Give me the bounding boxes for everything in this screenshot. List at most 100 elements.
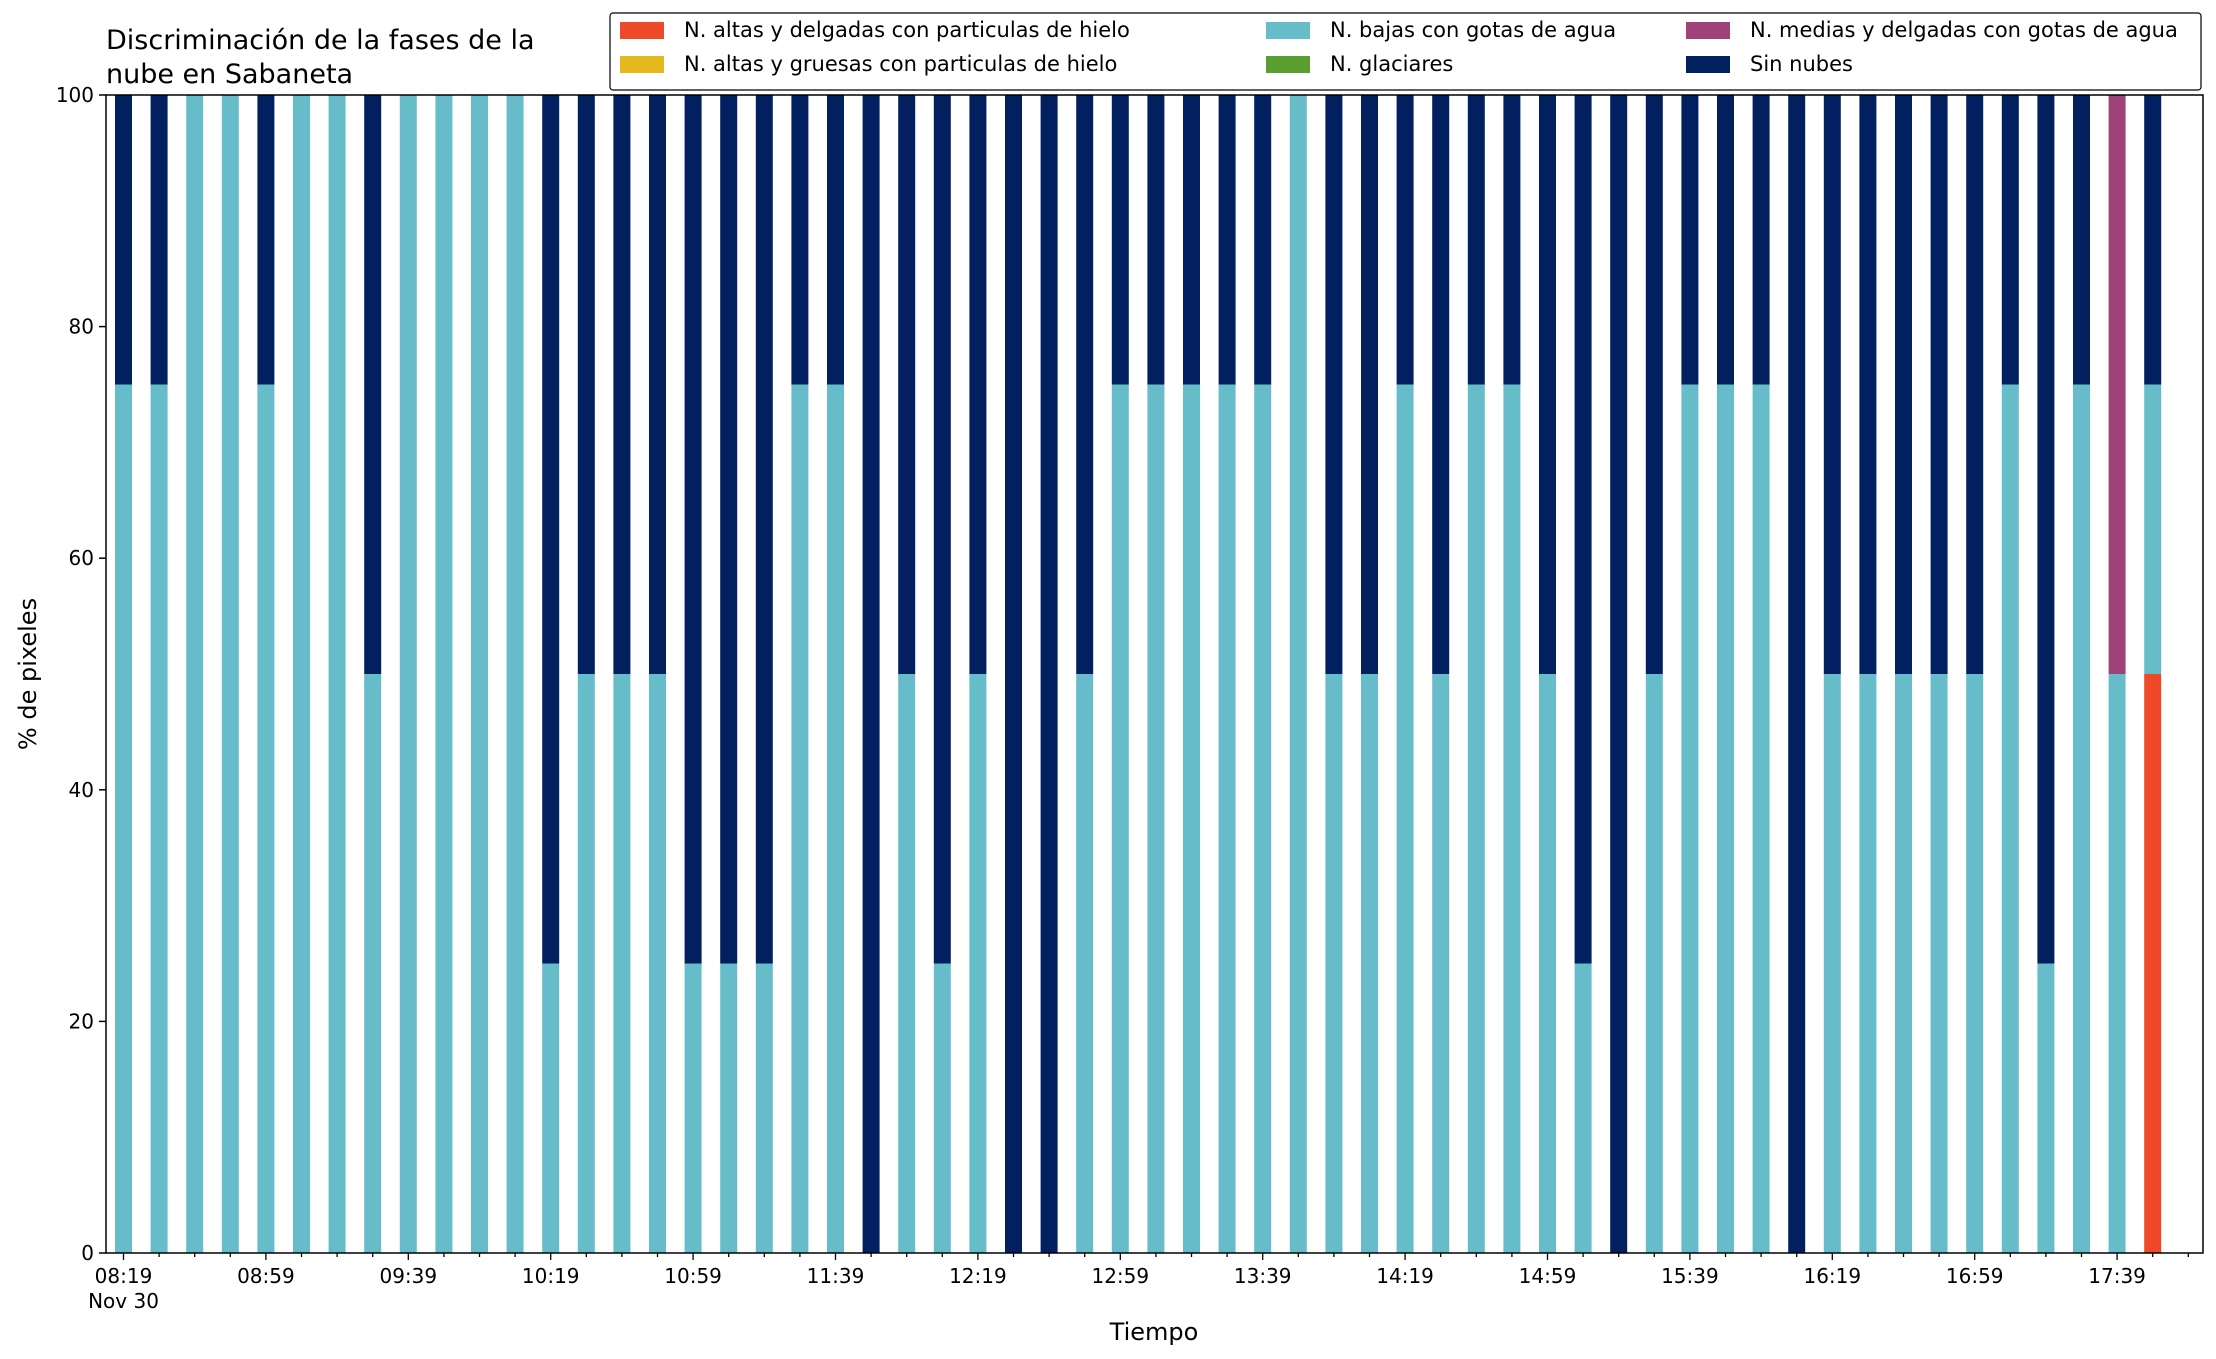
bar-segment bbox=[364, 95, 382, 674]
bar-segment bbox=[898, 95, 916, 674]
legend-swatch bbox=[1266, 22, 1310, 39]
bar-segment bbox=[1218, 384, 1236, 1253]
bar-segment bbox=[2144, 95, 2162, 385]
bar-segment bbox=[1005, 95, 1022, 1253]
bar-segment bbox=[1574, 963, 1592, 1253]
bar-segment bbox=[969, 95, 987, 674]
bar-segment bbox=[577, 95, 595, 674]
bar-segment bbox=[1040, 95, 1058, 1253]
x-tick-label: 16:59 bbox=[1946, 1264, 2004, 1288]
x-tick-label: 08:19 bbox=[95, 1264, 153, 1288]
legend-label: N. altas y gruesas con particulas de hie… bbox=[684, 52, 1117, 76]
bar-segment bbox=[1432, 674, 1450, 1253]
legend-label: N. altas y delgadas con particulas de hi… bbox=[684, 18, 1130, 42]
bar-segment bbox=[1503, 384, 1521, 1253]
bar-segment bbox=[1895, 95, 1912, 674]
x-tick-label: 12:59 bbox=[1091, 1264, 1149, 1288]
bar-segment bbox=[969, 674, 987, 1253]
legend-swatch bbox=[620, 22, 664, 39]
bar-segment bbox=[1325, 95, 1343, 674]
bar-segment bbox=[115, 95, 132, 385]
plot-frame bbox=[105, 94, 2204, 1254]
x-tick-label: 15:39 bbox=[1661, 1264, 1719, 1288]
bar-segment bbox=[2037, 95, 2055, 964]
bars-layer bbox=[115, 95, 2162, 1253]
bar-segment bbox=[827, 95, 844, 385]
bar-segment bbox=[257, 384, 275, 1253]
bar-segment bbox=[1076, 674, 1094, 1253]
x-tick-label: 14:19 bbox=[1376, 1264, 1434, 1288]
bar-segment bbox=[898, 674, 916, 1253]
bar-segment bbox=[649, 674, 666, 1253]
chart-title-line-2: nube en Sabaneta bbox=[106, 59, 353, 90]
bar-segment bbox=[1254, 95, 1272, 385]
x-tick-label: 09:39 bbox=[379, 1264, 437, 1288]
y-tick-label: 0 bbox=[81, 1241, 94, 1265]
bar-segment bbox=[649, 95, 666, 674]
legend-swatch bbox=[1686, 22, 1730, 39]
y-tick-label: 40 bbox=[69, 778, 94, 802]
legend-box bbox=[609, 12, 2202, 91]
bar-segment bbox=[1859, 95, 1877, 674]
bar-segment bbox=[1147, 95, 1165, 385]
bar-segment bbox=[257, 95, 275, 385]
bar-segment bbox=[1076, 95, 1094, 674]
bar-segment bbox=[684, 963, 702, 1253]
bar-segment bbox=[506, 95, 524, 1253]
bar-segment bbox=[1539, 674, 1556, 1253]
legend-label: N. medias y delgadas con gotas de agua bbox=[1750, 18, 2178, 42]
bar-segment bbox=[755, 963, 773, 1253]
bar-segment bbox=[1966, 95, 1984, 674]
bar-segment bbox=[2073, 384, 2090, 1253]
bar-segment bbox=[684, 95, 702, 964]
x-tick-sublabel: Nov 30 bbox=[88, 1289, 159, 1313]
bar-segment bbox=[1183, 95, 1200, 385]
bar-segment bbox=[827, 384, 844, 1253]
bar-segment bbox=[1111, 95, 1129, 385]
y-tick-label: 60 bbox=[69, 546, 94, 570]
bar-segment bbox=[862, 95, 880, 1253]
bar-segment bbox=[1183, 384, 1200, 1253]
bar-segment bbox=[1325, 674, 1343, 1253]
bar-segment bbox=[328, 95, 346, 1253]
x-tick-label: 12:19 bbox=[949, 1264, 1007, 1288]
bar-segment bbox=[186, 95, 204, 1253]
bar-segment bbox=[1432, 95, 1450, 674]
bar-segment bbox=[1645, 95, 1663, 674]
legend-label: N. bajas con gotas de agua bbox=[1330, 18, 1616, 42]
bar-segment bbox=[150, 95, 168, 385]
bar-segment bbox=[1610, 95, 1628, 1253]
bar-segment bbox=[2144, 674, 2162, 1253]
bar-segment bbox=[364, 674, 382, 1253]
bar-segment bbox=[221, 95, 239, 1253]
bar-segment bbox=[115, 384, 132, 1253]
bar-segment bbox=[1752, 95, 1770, 385]
x-axis-label: Tiempo bbox=[1109, 1318, 1199, 1346]
chart-title-line-1: Discriminación de la fases de la bbox=[106, 25, 535, 56]
bar-segment bbox=[1396, 95, 1414, 385]
legend-swatch bbox=[1266, 56, 1310, 73]
x-tick-label: 10:19 bbox=[522, 1264, 580, 1288]
bar-segment bbox=[1823, 674, 1841, 1253]
bar-segment bbox=[1752, 384, 1770, 1253]
bar-segment bbox=[542, 95, 560, 964]
bar-segment bbox=[2001, 384, 2019, 1253]
bar-segment bbox=[1147, 384, 1165, 1253]
bar-segment bbox=[1788, 95, 1806, 1253]
bar-segment bbox=[2073, 95, 2090, 385]
y-axis-label: % de pixeles bbox=[14, 598, 42, 750]
bar-segment bbox=[293, 95, 310, 1253]
bar-segment bbox=[2037, 963, 2055, 1253]
x-tick-label: 17:39 bbox=[2088, 1264, 2146, 1288]
bar-segment bbox=[613, 674, 631, 1253]
bar-segment bbox=[791, 384, 809, 1253]
bar-segment bbox=[399, 95, 417, 1253]
bar-segment bbox=[1859, 674, 1877, 1253]
bar-segment bbox=[1681, 384, 1699, 1253]
legend-label: N. glaciares bbox=[1330, 52, 1453, 76]
bar-segment bbox=[150, 384, 168, 1253]
bar-segment bbox=[720, 963, 738, 1253]
bar-segment bbox=[791, 95, 809, 385]
